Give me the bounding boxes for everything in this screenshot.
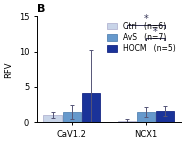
Bar <box>137 112 155 122</box>
Bar <box>156 111 174 122</box>
Y-axis label: RFV: RFV <box>4 61 13 78</box>
Bar <box>63 112 81 122</box>
Bar <box>82 93 100 122</box>
Bar <box>43 115 62 122</box>
Text: *: * <box>153 27 158 37</box>
Text: *: * <box>144 14 148 24</box>
Text: B: B <box>37 4 45 14</box>
Bar <box>118 121 136 122</box>
Legend: Ctrl   (n=6), AvS   (n=7), HOCM   (n=5): Ctrl (n=6), AvS (n=7), HOCM (n=5) <box>106 20 177 55</box>
